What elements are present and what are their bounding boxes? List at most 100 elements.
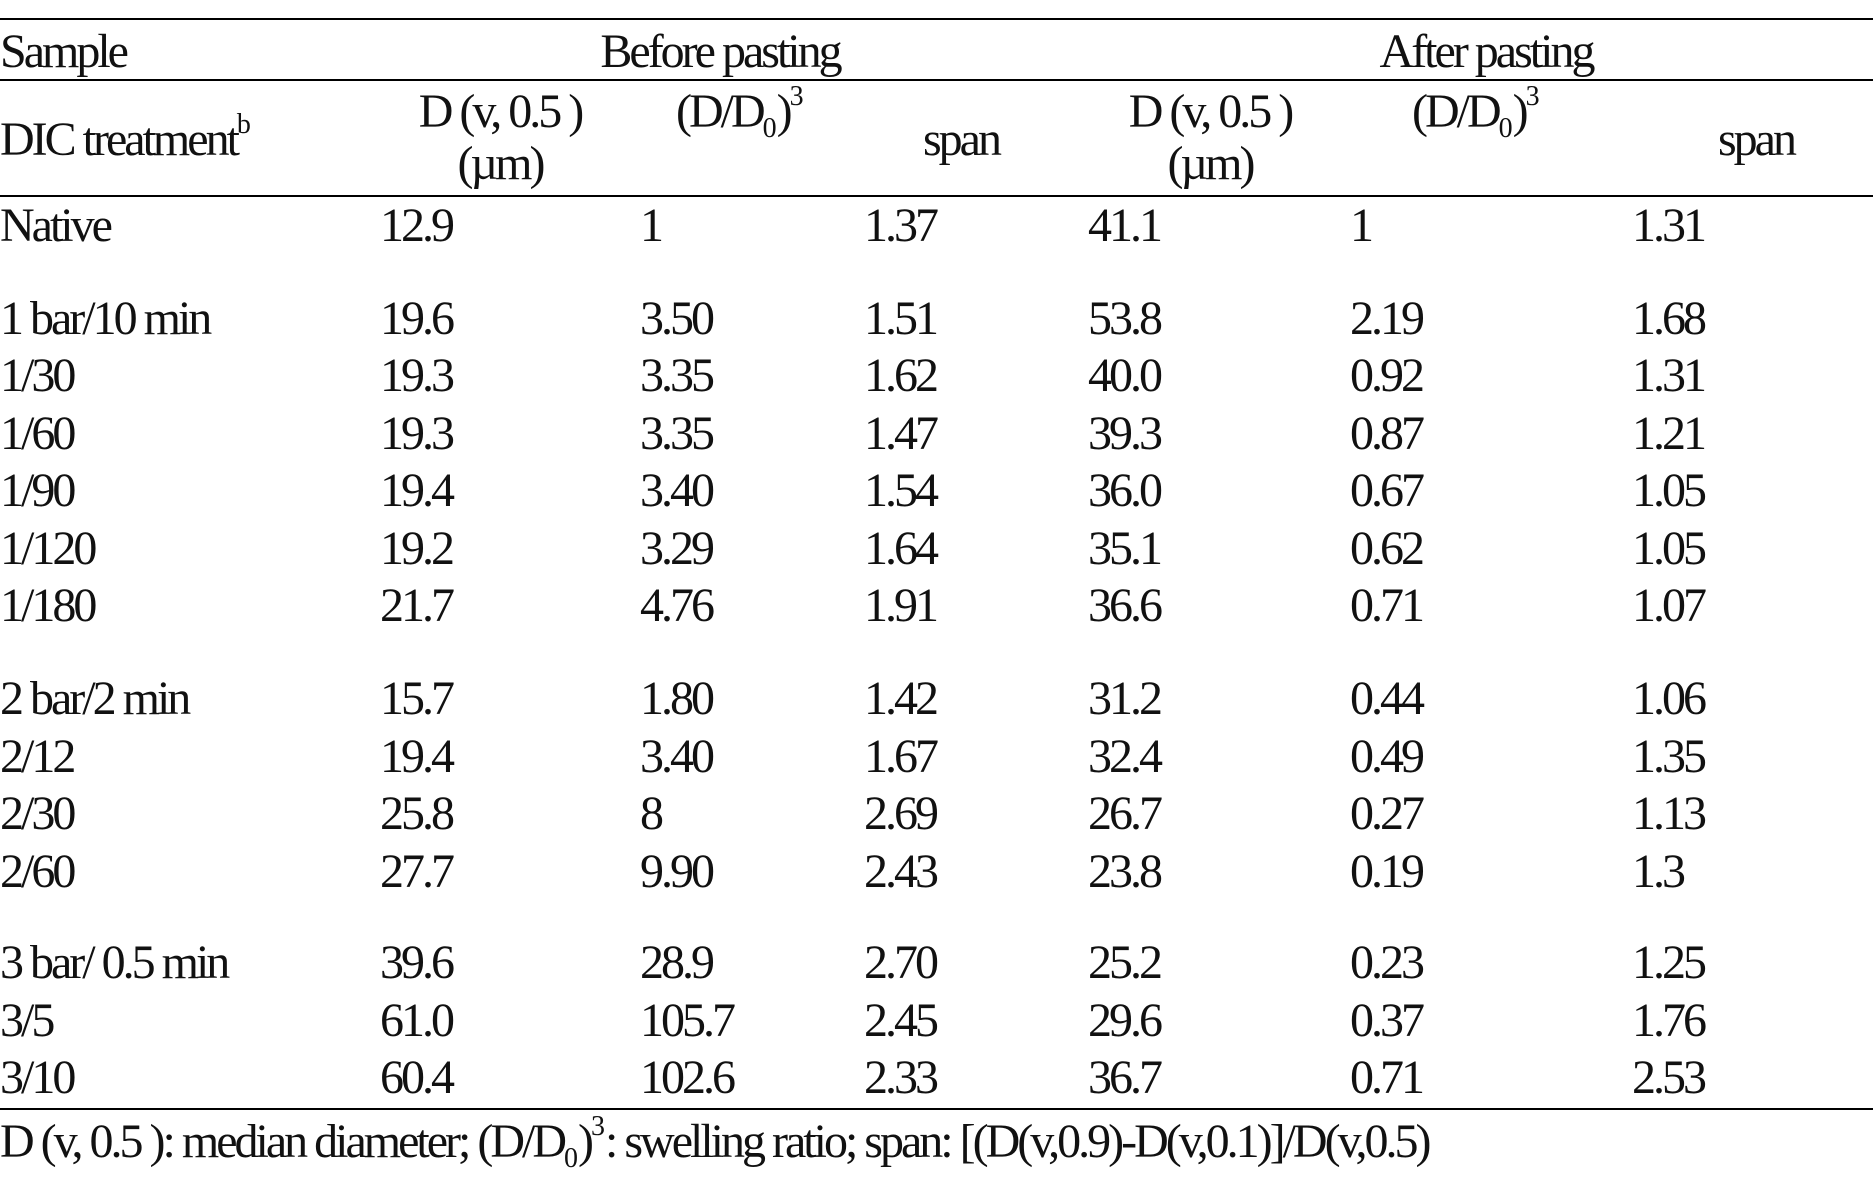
- group-header-rule: [0, 79, 1873, 81]
- cell-d-before: 61.0: [380, 994, 455, 1047]
- cell-d-before: 19.4: [380, 464, 455, 517]
- cell-sample: 1/180: [0, 579, 97, 632]
- cell-span-before: 1.47: [864, 407, 939, 460]
- cell-span-before: 2.45: [864, 994, 939, 1047]
- cell-ratio-before: 105.7: [640, 994, 736, 1047]
- header-d-after: D (v, 0.5 ) (µm): [1090, 88, 1330, 188]
- cell-d-before: 19.3: [380, 407, 455, 460]
- cell-sample: 3/10: [0, 1051, 76, 1104]
- cell-span-after: 1.07: [1632, 579, 1707, 632]
- footnote-part2: ): [578, 1115, 594, 1168]
- header-ratio-before-close: ): [776, 85, 793, 138]
- header-ratio-after: (D/D0)3: [1412, 83, 1540, 143]
- cell-d-after: 39.3: [1088, 407, 1163, 460]
- header-d-before: D (v, 0.5 ) (µm): [380, 88, 620, 188]
- cell-span-after: 1.13: [1632, 787, 1707, 840]
- cell-ratio-after: 1: [1350, 199, 1374, 252]
- cell-d-after: 36.7: [1088, 1051, 1163, 1104]
- cell-d-before: 25.8: [380, 787, 455, 840]
- cell-ratio-after: 0.19: [1350, 845, 1425, 898]
- cell-ratio-after: 0.71: [1350, 579, 1425, 632]
- cell-ratio-after: 0.92: [1350, 349, 1425, 402]
- cell-ratio-before: 3.35: [640, 407, 715, 460]
- header-ratio-after-close: ): [1512, 85, 1529, 138]
- cell-d-before: 19.2: [380, 522, 455, 575]
- footnote: D (v, 0.5 ): median diameter; (D/D0)3: s…: [0, 1113, 1431, 1173]
- cell-span-before: 1.62: [864, 349, 939, 402]
- cell-sample: Native: [0, 199, 113, 252]
- cell-sample: 1 bar/10 min: [0, 292, 212, 345]
- cell-span-after: 1.25: [1632, 936, 1707, 989]
- cell-ratio-before: 102.6: [640, 1051, 736, 1104]
- cell-ratio-after: 0.71: [1350, 1051, 1425, 1104]
- table-bottom-rule: [0, 1108, 1873, 1110]
- cell-span-after: 2.53: [1632, 1051, 1707, 1104]
- cell-d-after: 35.1: [1088, 522, 1163, 575]
- header-ratio-before-prefix: (D/D: [676, 85, 766, 138]
- cell-ratio-after: 0.87: [1350, 407, 1425, 460]
- cell-sample: 3 bar/ 0.5 min: [0, 936, 230, 989]
- footnote-sub: 0: [564, 1143, 579, 1174]
- cell-d-after: 32.4: [1088, 730, 1163, 783]
- cell-sample: 2/30: [0, 787, 76, 840]
- cell-span-before: 1.42: [864, 672, 939, 725]
- header-ratio-before-sup: 3: [789, 81, 804, 112]
- cell-d-after: 40.0: [1088, 349, 1163, 402]
- cell-ratio-before: 9.90: [640, 845, 715, 898]
- cell-ratio-before: 3.40: [640, 464, 715, 517]
- header-d-after-line1: D (v, 0.5 ): [1128, 85, 1295, 138]
- cell-span-after: 1.05: [1632, 464, 1707, 517]
- cell-sample: 1/60: [0, 407, 76, 460]
- cell-span-after: 1.06: [1632, 672, 1707, 725]
- cell-d-after: 26.7: [1088, 787, 1163, 840]
- cell-d-before: 12.9: [380, 199, 455, 252]
- cell-sample: 3/5: [0, 994, 55, 1047]
- cell-span-after: 1.68: [1632, 292, 1707, 345]
- cell-d-after: 41.1: [1088, 199, 1163, 252]
- cell-d-after: 29.6: [1088, 994, 1163, 1047]
- cell-sample: 2 bar/2 min: [0, 672, 191, 725]
- header-d-before-line1: D (v, 0.5 ): [418, 85, 585, 138]
- cell-ratio-before: 3.50: [640, 292, 715, 345]
- header-ratio-after-prefix: (D/D: [1412, 85, 1502, 138]
- cell-d-before: 19.6: [380, 292, 455, 345]
- cell-sample: 1/30: [0, 349, 76, 402]
- cell-ratio-after: 0.27: [1350, 787, 1425, 840]
- cell-ratio-before: 3.40: [640, 730, 715, 783]
- cell-ratio-after: 0.62: [1350, 522, 1425, 575]
- header-before-pasting: Before pasting: [600, 25, 842, 78]
- cell-span-after: 1.31: [1632, 199, 1707, 252]
- cell-d-after: 31.2: [1088, 672, 1163, 725]
- cell-d-after: 23.8: [1088, 845, 1163, 898]
- header-sample: Sample: [0, 25, 129, 78]
- cell-d-after: 53.8: [1088, 292, 1163, 345]
- cell-span-before: 1.64: [864, 522, 939, 575]
- header-ratio-after-sup: 3: [1525, 81, 1540, 112]
- cell-ratio-before: 1: [640, 199, 664, 252]
- cell-d-after: 36.0: [1088, 464, 1163, 517]
- header-dic-treatment-label: DIC treatment: [0, 113, 240, 166]
- cell-ratio-before: 1.80: [640, 672, 715, 725]
- cell-span-after: 1.21: [1632, 407, 1707, 460]
- cell-ratio-before: 4.76: [640, 579, 715, 632]
- cell-ratio-before: 3.35: [640, 349, 715, 402]
- cell-ratio-after: 0.37: [1350, 994, 1425, 1047]
- cell-d-before: 27.7: [380, 845, 455, 898]
- header-span-before: span: [923, 113, 1002, 166]
- cell-d-after: 25.2: [1088, 936, 1163, 989]
- footnote-part1: D (v, 0.5 ): median diameter; (D/D: [0, 1115, 567, 1168]
- cell-ratio-before: 3.29: [640, 522, 715, 575]
- cell-ratio-after: 0.67: [1350, 464, 1425, 517]
- top-rule: [0, 18, 1873, 20]
- header-ratio-before-sub: 0: [762, 113, 777, 144]
- cell-d-before: 39.6: [380, 936, 455, 989]
- header-ratio-after-sub: 0: [1498, 113, 1513, 144]
- cell-ratio-before: 8: [640, 787, 664, 840]
- cell-span-after: 1.35: [1632, 730, 1707, 783]
- cell-ratio-after: 0.23: [1350, 936, 1425, 989]
- cell-span-after: 1.3: [1632, 845, 1686, 898]
- cell-d-before: 19.3: [380, 349, 455, 402]
- cell-span-before: 1.91: [864, 579, 939, 632]
- cell-span-after: 1.76: [1632, 994, 1707, 1047]
- header-bottom-rule: [0, 195, 1873, 197]
